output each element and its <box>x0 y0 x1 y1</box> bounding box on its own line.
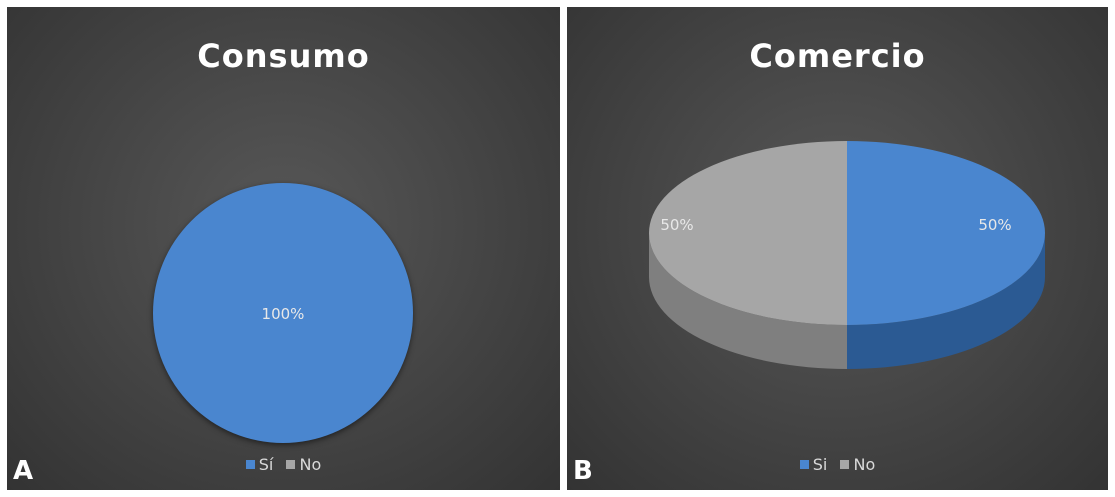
pie-side-no <box>649 233 847 369</box>
legend-swatch-si <box>245 460 255 469</box>
legend-item-no: No <box>840 455 875 474</box>
legend-swatch-si <box>799 460 809 469</box>
chart-panel-b: Comercio 50% 50% Si No B <box>567 7 1108 490</box>
data-label: 100% <box>262 305 305 323</box>
chart-legend: Sí No <box>7 455 560 474</box>
legend-item-si: Sí <box>245 455 274 474</box>
data-label: 50% <box>978 216 1011 234</box>
chart-title: Consumo <box>197 37 370 75</box>
legend-swatch-no <box>286 460 296 469</box>
pie-slice-si <box>847 141 1045 325</box>
legend-label: Si <box>812 455 828 474</box>
legend-label: No <box>299 455 322 474</box>
pie-chart-b: 50% 50% <box>649 141 1045 369</box>
legend-swatch-no <box>840 460 850 469</box>
chart-legend: Si No <box>567 455 1108 474</box>
legend-item-no: No <box>286 455 321 474</box>
chart-title: Comercio <box>749 37 926 75</box>
panel-letter-b: B <box>573 456 593 486</box>
pie-side-si <box>847 233 1045 369</box>
pie-slice-no <box>649 141 847 325</box>
panel-letter-a: A <box>13 456 34 486</box>
legend-item-si: Si <box>799 455 828 474</box>
legend-label: Sí <box>258 455 274 474</box>
pie-slice-sí <box>153 183 413 443</box>
data-label: 50% <box>660 216 693 234</box>
legend-label: No <box>853 455 876 474</box>
chart-panel-a: Consumo 100% Sí No A <box>7 7 560 490</box>
pie-chart-a: 100% <box>153 183 413 443</box>
